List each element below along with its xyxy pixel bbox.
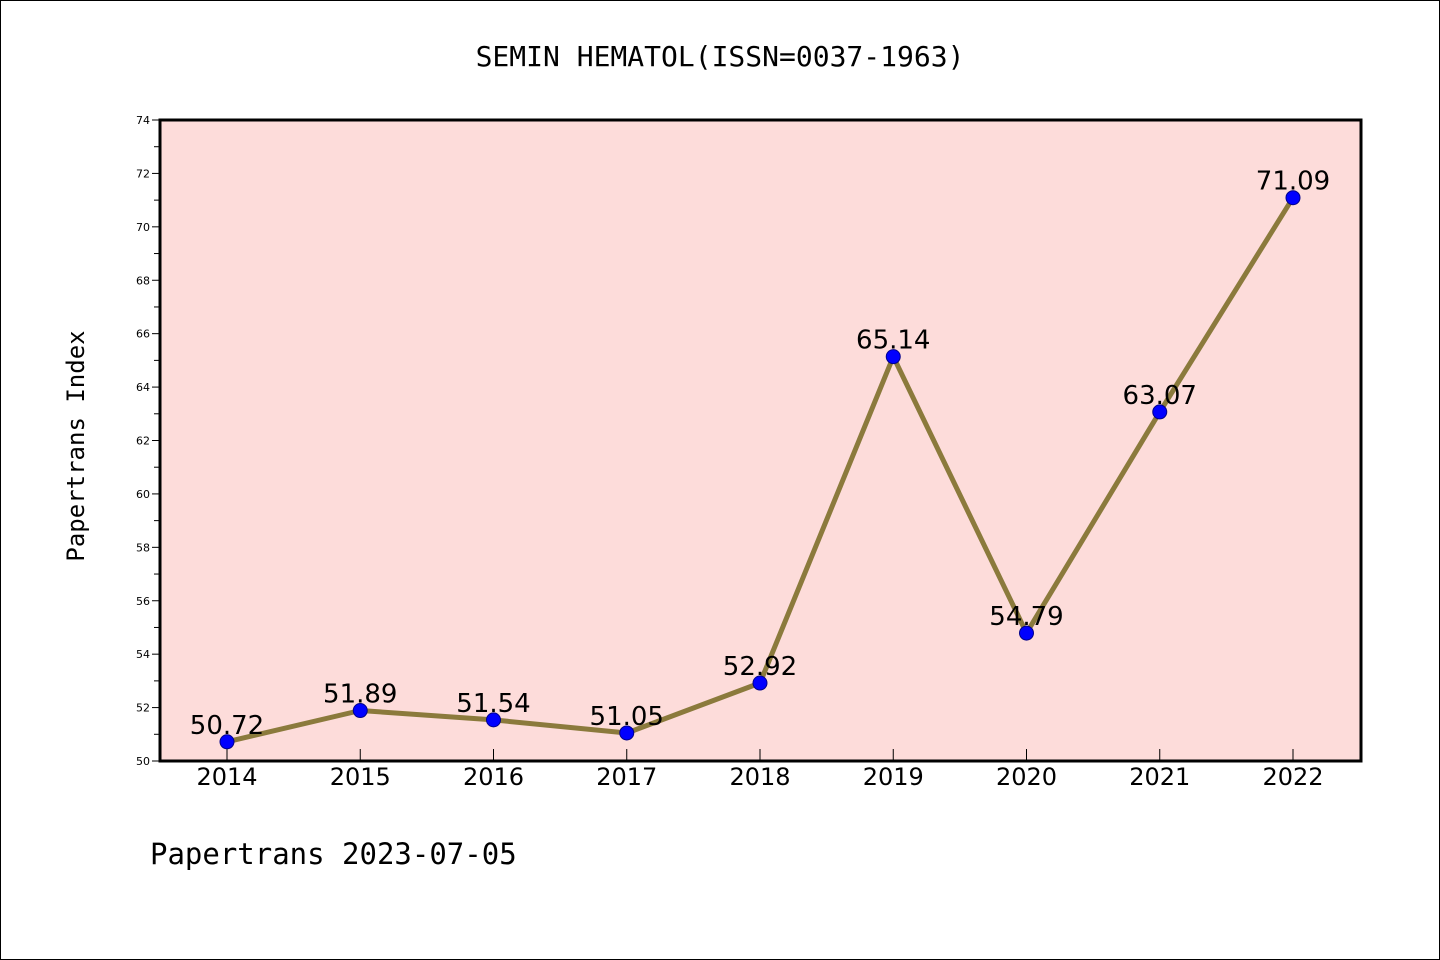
footer-date: Papertrans 2023-07-05	[150, 837, 517, 871]
data-label: 51.89	[323, 680, 397, 710]
data-label: 50.72	[190, 711, 264, 741]
y-tick-label: 64	[136, 381, 150, 394]
x-tick-label: 2015	[330, 763, 391, 791]
x-tick-label: 2021	[1129, 763, 1190, 791]
data-label: 65.14	[856, 326, 930, 356]
y-axis: 50 52 54 56 58 60 62 64 66 68 70 72 74	[136, 114, 160, 768]
data-label: 51.54	[456, 689, 530, 719]
y-tick-label: 66	[136, 328, 150, 341]
x-tick-label: 2020	[996, 763, 1057, 791]
plot-border	[158, 118, 1363, 763]
y-tick-label: 72	[136, 167, 150, 180]
x-tick-label: 2016	[463, 763, 524, 791]
y-tick-label: 50	[136, 755, 150, 768]
x-tick-label: 2022	[1262, 763, 1323, 791]
x-tick-label: 2019	[863, 763, 924, 791]
data-labels: 50.72 51.89 51.54 51.05 52.92 65.14 54.79 63.07…	[190, 167, 1330, 741]
data-point	[752, 675, 768, 691]
data-point	[352, 703, 368, 719]
y-tick-label: 68	[136, 274, 150, 287]
y-tick-label: 70	[136, 221, 150, 234]
data-label: 54.79	[989, 602, 1063, 632]
data-label: 63.07	[1123, 381, 1197, 411]
chart-title: SEMIN HEMATOL(ISSN=0037-1963)	[476, 40, 965, 73]
y-tick-label: 54	[136, 648, 150, 661]
x-axis: 2014 2015 2016 2017 2018 2019 2020 2021 2022	[196, 749, 1324, 791]
data-label: 51.05	[590, 702, 664, 732]
y-tick-label: 62	[136, 435, 150, 448]
plot-area	[160, 120, 1361, 761]
data-markers	[219, 190, 1301, 750]
data-point	[619, 725, 635, 741]
y-tick-label: 56	[136, 595, 150, 608]
data-point	[486, 712, 501, 728]
data-point	[1152, 404, 1168, 420]
data-point	[219, 734, 235, 750]
x-tick-label: 2018	[729, 763, 790, 791]
y-tick-label: 58	[136, 541, 150, 554]
data-label: 52.92	[723, 652, 797, 682]
data-point	[1019, 625, 1034, 641]
y-tick-label: 52	[136, 702, 150, 715]
x-tick-label: 2014	[196, 763, 257, 791]
data-point	[1285, 190, 1301, 206]
y-tick-label: 60	[136, 488, 150, 501]
data-point	[885, 349, 901, 365]
x-tick-label: 2017	[596, 763, 657, 791]
y-axis-label: Papertrans Index	[62, 330, 90, 561]
y-tick-label: 74	[136, 114, 150, 127]
data-label: 71.09	[1256, 167, 1330, 197]
